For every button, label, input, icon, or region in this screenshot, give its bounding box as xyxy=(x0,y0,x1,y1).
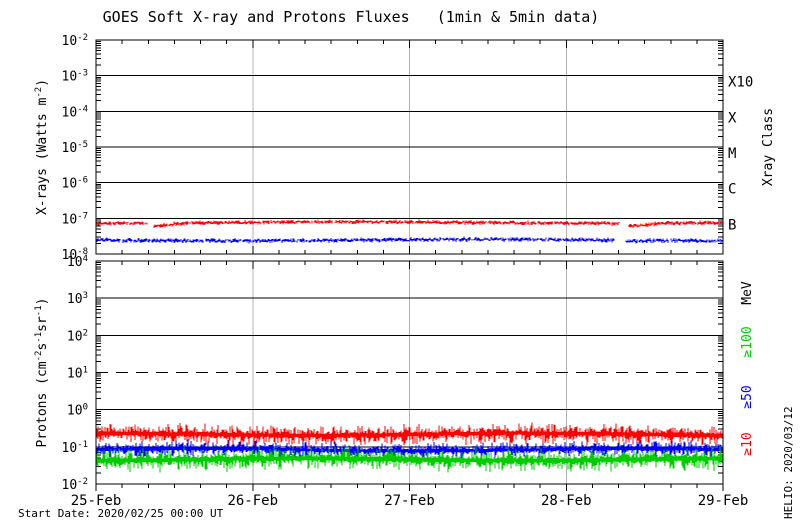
protons-ytick-label: 101 xyxy=(67,366,88,382)
xtick-label-29-Feb: 29-Feb xyxy=(698,493,749,509)
protons-ge10MeV-trace xyxy=(96,422,723,448)
xray-axis-title: X-rays (Watts m-2) xyxy=(34,79,50,215)
xray-class-label-C: C xyxy=(728,182,736,198)
proton-energy-label-ge100: ≥100 xyxy=(740,326,755,357)
protons-ytick-label: 103 xyxy=(67,291,88,307)
xray-class-label-X10: X10 xyxy=(728,75,753,91)
protons-axis-title: Protons (cm-2s-1sr-1) xyxy=(34,298,50,448)
xray-ytick-label: 10-8 xyxy=(62,247,89,263)
xray-ytick-label: 10-4 xyxy=(62,104,89,120)
xtick-label-26-Feb: 26-Feb xyxy=(227,493,278,509)
watermark-note: HELIO: 2020/03/12 xyxy=(782,406,795,519)
xray-ytick-label: 10-2 xyxy=(62,33,89,49)
chart-title: GOES Soft X-ray and Protons Fluxes (1min… xyxy=(102,8,600,26)
xray-series-blue-trace xyxy=(96,236,723,244)
xray-ytick-label: 10-6 xyxy=(62,176,89,192)
protons-ge100MeV-trace xyxy=(96,446,723,473)
xray-class-axis-title: Xray Class xyxy=(761,108,776,186)
protons-ytick-label: 102 xyxy=(67,328,88,344)
xray-series-red-trace xyxy=(96,219,723,228)
protons-frame xyxy=(95,260,724,485)
xray-class-label-B: B xyxy=(728,217,736,233)
proton-energy-label-ge50: ≥50 xyxy=(740,385,755,408)
protons-ytick-label: 100 xyxy=(67,403,88,419)
xray-class-label-X: X xyxy=(728,110,737,126)
xray-frame xyxy=(95,39,724,255)
proton-energy-label-ge10: ≥10 xyxy=(740,432,755,455)
xray-panel: 10-2 10-3 10-4 10-5 10-6 10-7 10-8 X-rays (Watt… xyxy=(34,33,776,263)
xray-ytick-label: 10-3 xyxy=(62,69,89,85)
xray-ytick-label: 10-7 xyxy=(62,211,89,227)
protons-ytick-label: 104 xyxy=(67,254,88,270)
xtick-label-27-Feb: 27-Feb xyxy=(384,493,435,509)
proton-unit-label: MeV xyxy=(740,281,755,305)
xtick-label-28-Feb: 28-Feb xyxy=(541,493,592,509)
xray-class-label-M: M xyxy=(728,146,736,162)
protons-ytick-label: 10-1 xyxy=(62,440,89,456)
start-date-note: Start Date: 2020/02/25 00:00 UT xyxy=(18,507,224,520)
xtick-label-25-Feb: 25-Feb xyxy=(71,493,122,509)
protons-ge50MeV-trace xyxy=(96,439,723,460)
xray-ytick-label: 10-5 xyxy=(62,140,89,156)
protons-ytick-label: 10-2 xyxy=(62,477,89,493)
protons-panel: 104 103 102 101 100 10-1 10-2 Protons (cm-2s-1s… xyxy=(34,254,755,493)
